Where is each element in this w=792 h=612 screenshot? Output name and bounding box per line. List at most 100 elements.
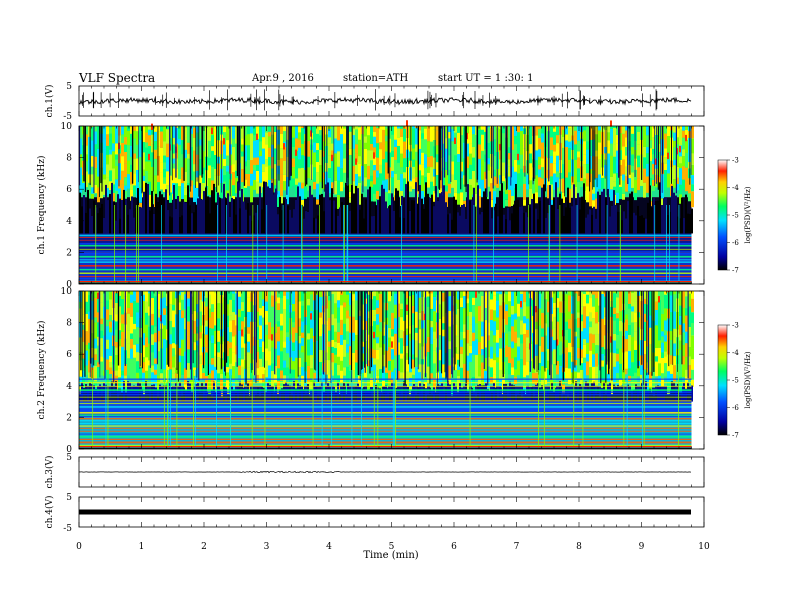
spectrogram-cell xyxy=(658,340,661,348)
spectrogram-cell xyxy=(208,373,211,383)
spectrogram-cell xyxy=(277,380,280,395)
spectrogram-cell xyxy=(193,342,196,351)
spectrogram-cell xyxy=(562,384,565,394)
spectrogram-cell xyxy=(541,328,544,337)
spectrogram-cell xyxy=(178,348,181,356)
spectrogram-cell xyxy=(259,308,262,316)
spectrogram-cell xyxy=(403,128,406,142)
spectrogram-cell xyxy=(643,354,646,370)
spectrogram-cell xyxy=(616,297,619,314)
spectrogram-cell xyxy=(157,396,159,402)
spectrogram-cell xyxy=(619,164,622,176)
spectrogram-cell xyxy=(193,311,196,321)
spectrogram-cell xyxy=(556,155,559,172)
spectrogram-cell xyxy=(214,343,217,356)
spectrogram-cell xyxy=(412,128,415,140)
spectrogram-cell xyxy=(586,173,589,180)
spectrogram-cell xyxy=(79,167,82,185)
spectrogram-cell xyxy=(131,196,133,234)
spectrogram-cell xyxy=(115,293,118,303)
spectrogram-cell xyxy=(691,348,694,360)
spectrogram-cell xyxy=(655,201,657,234)
spectrogram-cell xyxy=(343,128,346,144)
spectrogram-cell xyxy=(463,184,466,191)
spectrogram-cell xyxy=(205,334,208,348)
spectrogram-cell xyxy=(271,156,274,169)
ch2-colorbar xyxy=(717,324,728,436)
spectrogram-cell xyxy=(595,163,598,178)
spectrogram-cell xyxy=(169,344,172,361)
spectrogram-cell xyxy=(523,365,526,378)
spectrogram-cell xyxy=(352,135,355,149)
spectrogram-cell xyxy=(349,154,352,170)
spectrogram-cell xyxy=(109,348,112,356)
spectrogram-cell xyxy=(226,140,229,156)
spectrogram-cell xyxy=(688,316,691,327)
spectrogram-cell xyxy=(211,311,214,329)
spectrogram-cell xyxy=(388,193,391,207)
spectrogram-cell xyxy=(136,136,139,145)
spectrogram-cell xyxy=(685,129,688,140)
spectrogram-cell xyxy=(103,163,106,175)
spectrogram-cell xyxy=(172,348,175,357)
spectrogram-cell xyxy=(88,126,91,129)
spectrogram-cell xyxy=(472,134,475,148)
spectrogram-cell xyxy=(406,307,409,315)
spectrogram-cell xyxy=(568,295,571,312)
spectrogram-cell xyxy=(184,171,187,188)
spectrogram-cell xyxy=(163,126,166,142)
spectrogram-cell xyxy=(469,345,472,354)
spectrogram-cell xyxy=(340,344,343,361)
spectrogram-cell xyxy=(340,168,343,182)
spectrogram-cell xyxy=(658,151,661,160)
spectrogram-cell xyxy=(94,297,97,311)
spectrogram-cell xyxy=(334,363,337,380)
spectrogram-cell xyxy=(607,153,610,165)
spectrogram-cell xyxy=(88,349,91,361)
spectrogram-cell xyxy=(181,395,183,402)
spectrogram-cell xyxy=(568,148,571,160)
spectrogram-cell xyxy=(370,126,373,135)
spectrogram-cell xyxy=(661,291,664,297)
spectrogram-cell xyxy=(478,328,481,343)
spectrogram-cell xyxy=(142,345,145,358)
spectrogram-cell xyxy=(634,322,637,332)
spectrogram-cell xyxy=(544,367,547,385)
spectrogram-cell xyxy=(268,165,271,180)
spectrogram-cell xyxy=(262,171,265,188)
spectrogram-cell xyxy=(541,187,543,234)
spectrogram-cell xyxy=(613,384,615,402)
spectrogram-cell xyxy=(283,367,286,376)
spectrogram-cell xyxy=(331,126,334,128)
spectrogram-cell xyxy=(262,351,265,367)
spectrogram-cell xyxy=(691,385,693,402)
spectrogram-cell xyxy=(163,168,166,178)
spectrogram-cell xyxy=(211,364,214,371)
spectrogram-cell xyxy=(85,301,88,314)
spectrogram-cell xyxy=(376,300,379,308)
spectrogram-cell xyxy=(145,324,148,338)
spectrogram-cell xyxy=(328,330,331,342)
spectrogram-cell xyxy=(283,325,286,342)
spectrogram-cell xyxy=(367,135,370,151)
spectrogram-cell xyxy=(253,396,255,402)
spectrogram-cell xyxy=(85,350,88,366)
spectrogram-cell xyxy=(610,128,613,144)
spectrogram-cell xyxy=(237,181,239,234)
spectrogram-cell xyxy=(245,391,247,402)
spectrogram-cell xyxy=(433,206,435,234)
spectrogram-cell xyxy=(589,189,592,207)
spectrogram-cell xyxy=(616,160,619,174)
spectrogram-cell xyxy=(259,366,262,383)
spectrogram-cell xyxy=(148,306,151,316)
spectrogram-cell xyxy=(433,339,436,351)
spectrogram-cell xyxy=(631,362,634,377)
spectrogram-cell xyxy=(478,188,481,197)
spectrogram-cell xyxy=(124,126,127,138)
spectrogram-cell xyxy=(202,151,205,168)
spectrogram-cell xyxy=(226,356,229,368)
spectrogram-cell xyxy=(619,150,622,160)
spectrogram-cell xyxy=(508,159,511,167)
spectrogram-cell xyxy=(105,184,107,234)
spectrogram-cell xyxy=(508,291,511,302)
